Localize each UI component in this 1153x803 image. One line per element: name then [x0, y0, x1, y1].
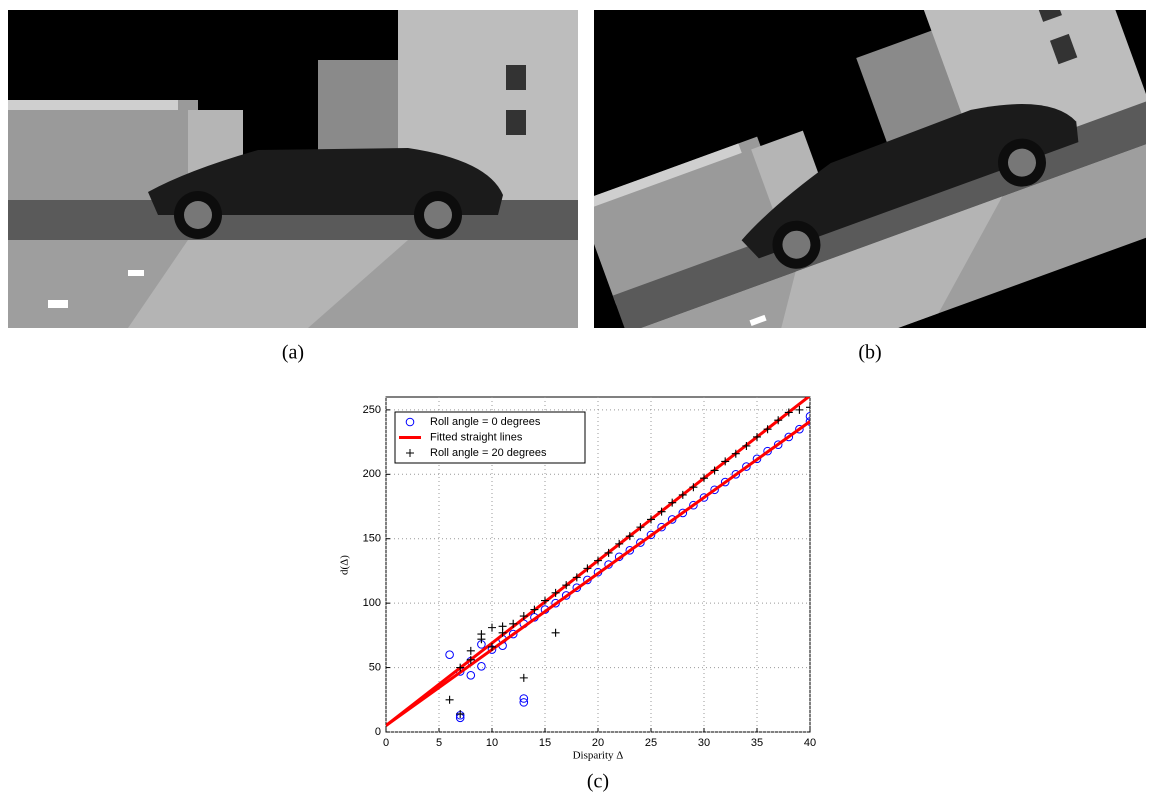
x-tick-label: 15	[539, 737, 551, 749]
image-b	[594, 10, 1146, 328]
point	[456, 709, 465, 718]
legend-label: Roll angle = 0 degrees	[430, 416, 541, 428]
point	[594, 556, 602, 565]
y-tick-label: 250	[363, 404, 381, 416]
y-tick-label: 0	[375, 726, 381, 738]
point	[477, 635, 486, 644]
point	[541, 596, 549, 605]
point	[700, 474, 708, 483]
point	[636, 538, 645, 547]
legend-label: Roll angle = 20 degrees	[430, 447, 547, 459]
legend-symbol	[405, 417, 415, 427]
point	[466, 655, 475, 664]
point	[583, 564, 592, 573]
y-tick-label: 150	[363, 533, 381, 545]
point	[752, 454, 762, 464]
point	[466, 671, 476, 680]
point	[625, 532, 634, 541]
point	[731, 449, 740, 458]
point	[773, 440, 783, 449]
point	[509, 619, 518, 628]
point	[445, 695, 454, 704]
image-a	[8, 10, 578, 328]
point	[710, 466, 719, 475]
point	[742, 462, 751, 471]
point	[689, 500, 698, 510]
point	[689, 483, 698, 492]
point	[551, 588, 560, 597]
point	[657, 507, 666, 516]
panel-label: (a)	[282, 342, 304, 364]
point	[668, 498, 677, 507]
point	[488, 623, 496, 632]
point	[763, 425, 772, 434]
point	[699, 493, 709, 502]
legend-symbol	[406, 449, 414, 457]
point	[604, 548, 613, 557]
point	[466, 646, 475, 655]
point	[646, 530, 656, 540]
point	[720, 477, 730, 487]
point	[753, 432, 761, 441]
point	[615, 539, 624, 548]
point	[774, 416, 783, 425]
x-tick-label: 40	[804, 737, 816, 749]
point	[784, 432, 794, 442]
point	[657, 522, 666, 532]
y-axis-label: d(Δ)	[339, 555, 351, 575]
point	[795, 424, 804, 434]
point	[551, 628, 560, 637]
point	[784, 408, 793, 417]
point	[710, 485, 719, 495]
point	[519, 698, 529, 707]
point	[530, 605, 539, 614]
legend-box	[394, 411, 586, 464]
x-tick-label: 35	[751, 737, 763, 749]
y-tick-label: 200	[363, 468, 381, 480]
point	[519, 612, 528, 621]
point	[806, 403, 810, 412]
point	[763, 446, 772, 456]
panel-label: (c)	[587, 771, 609, 793]
point	[625, 546, 635, 555]
point	[721, 457, 730, 466]
y-tick-label: 50	[369, 661, 381, 673]
point	[572, 573, 581, 582]
point	[488, 642, 496, 651]
point	[562, 581, 571, 590]
point	[456, 663, 465, 672]
point	[636, 523, 645, 532]
fit-line	[386, 420, 810, 727]
x-tick-label: 10	[486, 737, 498, 749]
plot-marks	[386, 397, 810, 727]
y-tick-label: 100	[363, 597, 381, 609]
x-tick-label: 30	[698, 737, 710, 749]
point	[795, 405, 804, 414]
point	[678, 490, 687, 499]
point	[731, 470, 741, 479]
point	[519, 673, 528, 682]
point	[678, 508, 688, 518]
point	[551, 598, 560, 608]
legend-label: Fitted straight lines	[430, 431, 523, 443]
x-axis-label: Disparity Δ	[573, 750, 624, 762]
point	[805, 417, 810, 426]
point	[445, 650, 454, 659]
point	[508, 629, 518, 639]
point	[477, 661, 486, 671]
point	[805, 412, 810, 421]
x-tick-label: 0	[383, 737, 389, 749]
point	[519, 694, 529, 703]
point	[498, 628, 507, 637]
x-tick-label: 25	[645, 737, 657, 749]
panel-label: (b)	[858, 342, 881, 364]
point	[647, 515, 655, 524]
x-tick-label: 20	[592, 737, 604, 749]
point	[742, 441, 751, 450]
x-tick-label: 5	[436, 737, 442, 749]
